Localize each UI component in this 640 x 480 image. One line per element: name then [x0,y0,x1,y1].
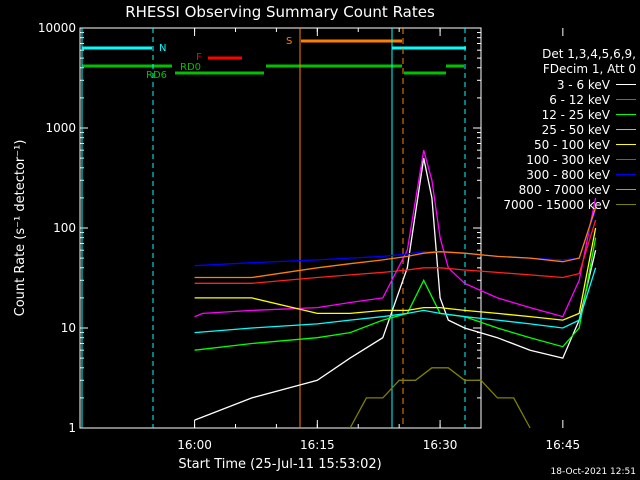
x-axis-label: Start Time (25-Jul-11 15:53:02) [178,457,381,472]
legend-swatch-1 [616,99,636,100]
legend-entry-3: 25 - 50 keV [478,122,636,137]
legend-header: Det 1,3,4,5,6,9, FDecim 1, Att 0 [542,47,636,76]
legend-entry-0: 3 - 6 keV [478,77,636,92]
timestamp: 18-Oct-2021 12:51 [550,467,636,477]
series-line-6 [194,210,597,267]
chart-title: RHESSI Observing Summary Count Rates [125,3,435,21]
series-line-2 [194,237,597,351]
y-tick-label-4: 10000 [38,21,76,35]
x-tick-label-3: 16:45 [546,438,581,452]
legend-entry-7: 800 - 7000 keV [478,182,636,197]
legend-swatch-3 [616,129,636,130]
plot-frame [79,27,482,429]
series-line-4 [194,227,597,321]
series-line-7 [194,207,597,279]
legend-label-1: 6 - 12 keV [549,92,610,107]
legend-entry-1: 6 - 12 keV [478,92,636,107]
legend-label-0: 3 - 6 keV [556,77,610,92]
legend-entry-2: 12 - 25 keV [478,107,636,122]
y-tick-label-2: 100 [53,221,76,235]
legend-label-2: 12 - 25 keV [541,107,610,122]
series-group [194,150,597,429]
legend-entry-8: 7000 - 15000 keV [478,197,636,212]
legend-label-7: 800 - 7000 keV [518,182,610,197]
night-label: N [159,43,166,54]
x-tick-label-2: 16:30 [423,438,458,452]
observing-status-bars: N F RD0 RD6 S [81,28,466,428]
y-axis: 1 10 100 1000 10000 [38,21,481,435]
legend-label-3: 25 - 50 keV [541,122,610,137]
legend-swatch-5 [616,159,636,160]
legend-swatch-2 [616,114,636,115]
series-line-8 [349,367,531,429]
series-line-0 [194,157,597,421]
legend-swatch-6 [616,174,636,175]
saa-label: S [286,36,292,47]
legend-label-6: 300 - 800 keV [526,167,610,182]
x-tick-label-0: 16:00 [177,438,212,452]
legend-entries: 3 - 6 keV 6 - 12 keV 12 - 25 keV 25 - 50 ke… [478,77,636,212]
rd6-label: RD6 [146,70,167,81]
y-axis-label: Count Rate (s⁻¹ detector⁻¹) [13,140,28,317]
legend-swatch-8 [616,204,636,205]
legend: Det 1,3,4,5,6,9, FDecim 1, Att 0 3 - 6 k… [478,47,636,212]
legend-label-8: 7000 - 15000 keV [503,197,610,212]
legend-swatch-4 [616,144,636,145]
y-tick-label-3: 1000 [45,121,76,135]
y-tick-label-0: 1 [68,421,76,435]
legend-swatch-7 [616,189,636,190]
legend-entry-6: 300 - 800 keV [478,167,636,182]
flare-label: F [196,52,202,63]
legend-entry-4: 50 - 100 keV [478,137,636,152]
series-line-5 [194,219,597,284]
rd0-label: RD0 [180,62,201,73]
y-tick-label-1: 10 [61,321,76,335]
legend-entry-5: 100 - 300 keV [478,152,636,167]
series-line-3 [194,267,597,334]
x-tick-label-1: 16:15 [300,438,335,452]
legend-label-4: 50 - 100 keV [533,137,610,152]
legend-swatch-0 [616,84,636,85]
legend-label-5: 100 - 300 keV [526,152,610,167]
